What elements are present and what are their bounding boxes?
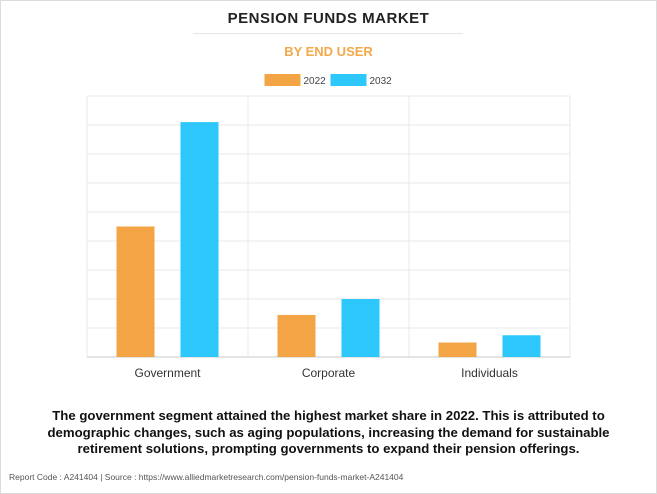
bar-2022-government: [116, 226, 155, 357]
bar-chart: Government Corporate Individuals 2022 2032: [86, 74, 571, 380]
chart-subtitle: BY END USER: [284, 44, 373, 59]
bar-2032-corporate: [341, 299, 380, 357]
chart-title: PENSION FUNDS MARKET: [227, 10, 430, 27]
bar-2022-corporate: [277, 314, 316, 357]
bar-2032-individuals: [502, 335, 541, 357]
legend-label-2022: 2022: [304, 76, 327, 87]
x-tick-label: Corporate: [302, 366, 356, 380]
bar-2022-individuals: [438, 342, 477, 357]
legend-swatch-2032: [330, 74, 367, 86]
chart-caption: The government segment attained the high…: [47, 408, 610, 456]
x-tick-label: Government: [134, 366, 201, 380]
report-footer: Report Code : A241404 | Source : https:/…: [9, 472, 404, 482]
legend-label-2032: 2032: [370, 76, 393, 87]
bar-2032-government: [180, 122, 219, 357]
legend-swatch-2022: [264, 74, 301, 86]
title-divider: [193, 33, 463, 34]
x-tick-label: Individuals: [461, 366, 518, 380]
